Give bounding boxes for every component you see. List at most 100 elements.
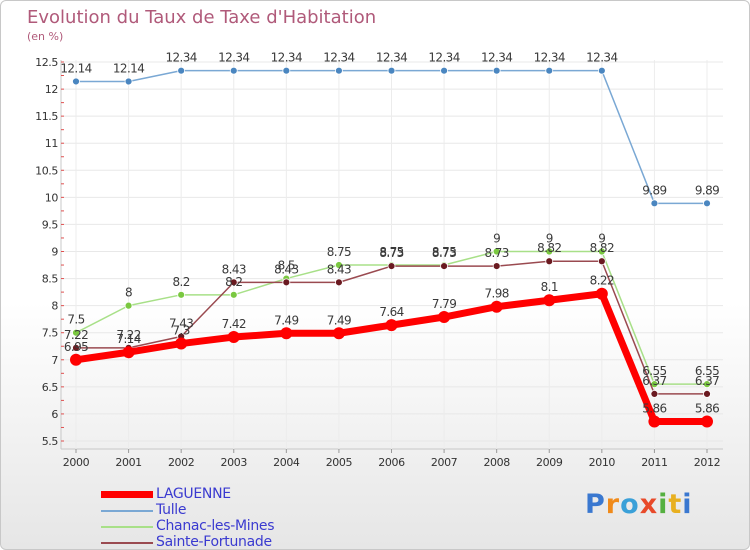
data-point [229,278,238,287]
data-point [490,300,503,313]
data-label: 6.95 [64,340,88,354]
data-point [438,311,451,324]
logo-letter: x [639,489,659,520]
data-point [703,380,711,389]
y-tick-label: 12.5 [35,56,58,69]
y-tick-label: 9 [51,246,58,259]
x-tick-label: 2006 [378,456,405,469]
y-tick-label: 11 [45,137,58,150]
data-label: 9 [598,232,605,246]
data-label: 7.43 [169,317,193,331]
logo-letter: o [620,489,640,520]
data-point [387,262,396,271]
data-label: 8.82 [590,241,614,255]
data-point [282,66,291,75]
y-tick-label: 10.5 [35,164,58,177]
data-label: 12.34 [323,51,354,65]
data-point [545,247,554,256]
data-label: 8.75 [379,245,403,259]
data-point [492,66,501,75]
chart-title: Evolution du Taux de Taxe d'Habitation [27,7,377,28]
data-point [72,343,80,352]
data-point [229,290,238,299]
data-point [72,77,80,86]
y-tick-label: 8 [51,300,58,313]
data-label: 5.86 [642,402,666,416]
data-label: 7.49 [327,313,351,327]
data-label: 6.55 [695,364,719,378]
data-label: 8.43 [274,262,298,276]
x-tick-label: 2000 [63,456,90,469]
data-point [703,199,711,208]
y-tick-label: 9.5 [42,218,59,231]
data-label: 12.34 [428,51,459,65]
logo-letter: t [668,489,683,520]
data-label: 12.34 [218,51,249,65]
data-point [70,353,82,366]
data-point [335,278,343,287]
logo-letter: r [605,489,621,520]
legend-swatch [101,510,153,512]
data-label: 7.22 [64,328,88,342]
data-label: 12.34 [165,51,196,65]
data-point [124,77,133,86]
x-tick-label: 2007 [431,456,458,469]
data-point [543,294,556,307]
data-label: 7.64 [379,305,403,319]
x-tick-label: 2005 [326,456,353,469]
x-tick-label: 2002 [168,456,194,469]
data-point [335,66,343,75]
legend-label: Sainte-Fortunade [156,534,272,550]
data-label: 7.22 [116,328,140,342]
x-tick-label: 2008 [483,456,510,469]
legend-swatch [101,542,153,544]
data-point [332,327,345,340]
y-tick-label: 12 [45,83,58,96]
x-tick-label: 2012 [694,456,720,469]
data-label: 12.34 [271,51,302,65]
x-tick-label: 2009 [536,456,563,469]
y-tick-label: 5.5 [42,435,59,448]
legend-swatch [101,491,153,498]
data-label: 8.5 [278,259,295,273]
data-point [492,247,501,256]
data-point [648,415,661,428]
data-label: 7.5 [67,313,84,327]
data-point [72,328,80,337]
data-point [335,261,343,269]
data-label: 5.86 [695,402,719,416]
data-label: 7.49 [274,313,298,327]
data-point [175,337,188,350]
logo-letter: i [682,489,693,520]
data-point [545,66,554,75]
x-tick-label: 2003 [221,456,248,469]
legend-label: LAGUENNE [156,486,231,502]
legend-label: Tulle [156,502,187,518]
data-label: 8.73 [485,246,509,260]
y-tick-label: 7 [51,354,58,367]
legend-label: Chanac-les-Mines [156,518,275,534]
data-point [122,346,135,359]
data-label: 7.42 [222,317,246,331]
data-label: 9.89 [695,183,719,197]
x-tick-label: 2010 [589,456,616,469]
data-point [597,66,606,75]
data-point [177,66,186,75]
data-label: 7.3 [173,324,190,338]
legend-swatch [101,526,153,528]
data-point [597,247,606,256]
proxiti-logo: Proxiti [585,489,693,520]
data-point [385,319,398,332]
data-label: 6.37 [695,374,719,388]
data-point [124,301,133,310]
logo-letter: i [658,489,669,520]
data-point [703,389,711,398]
data-label: 12.34 [376,51,407,65]
chart-unit: (en %) [27,30,64,43]
data-label: 8.2 [225,275,242,289]
data-point [387,66,396,75]
data-label: 12.34 [586,51,617,65]
x-tick-label: 2011 [641,456,667,469]
data-label: 7.79 [432,297,456,311]
